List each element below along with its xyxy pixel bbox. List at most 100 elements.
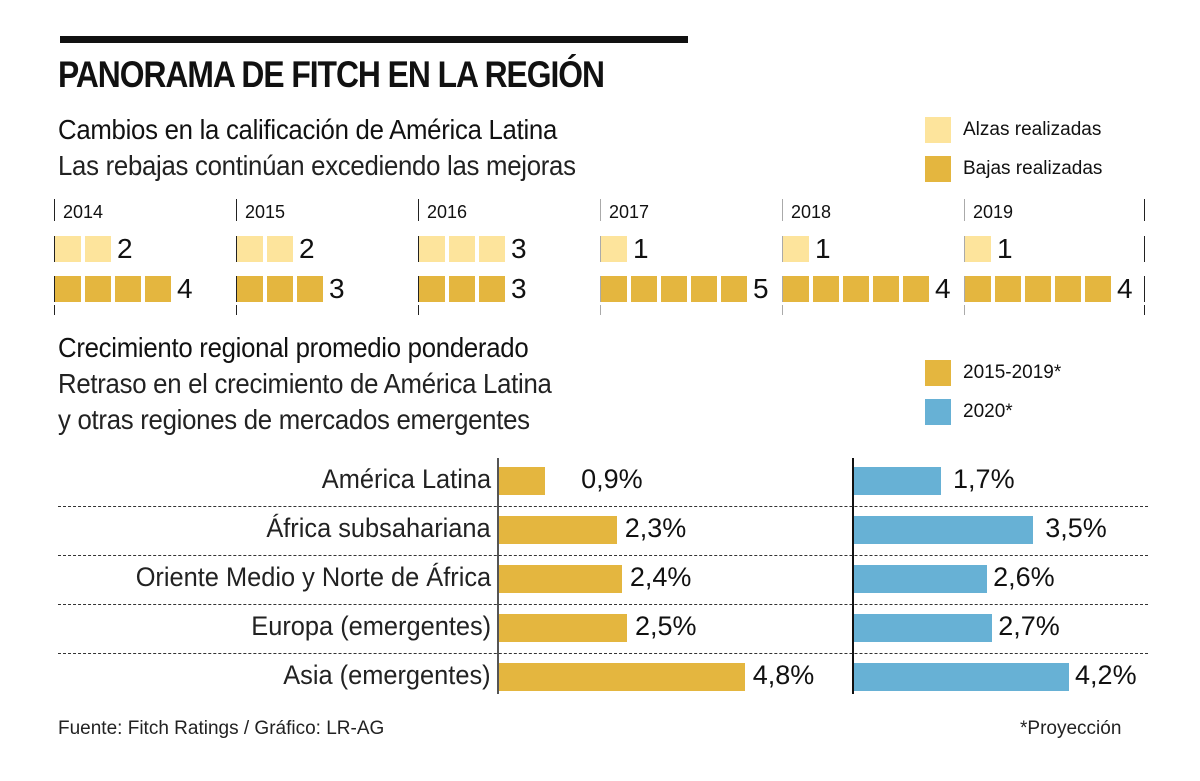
- waffle-chart: 2014 2 4 2015 2 3 2016 3 3 2017 1 5 2018 1 4 2019 1 4: [0, 0, 1200, 340]
- year-tick: [418, 276, 419, 302]
- year-tick: [782, 236, 783, 262]
- waffle-square-bajas: [115, 276, 141, 302]
- year-tick: [1144, 236, 1145, 262]
- legend-item-2020: 2020*: [925, 399, 1013, 425]
- projection-note: *Proyección: [1020, 718, 1122, 739]
- count-label-alzas: 1: [997, 233, 1013, 264]
- waffle-square-bajas: [1085, 276, 1111, 302]
- year-tick: [54, 236, 55, 262]
- row-separator: [58, 555, 1148, 556]
- year-tick: [54, 305, 55, 315]
- waffle-square-alzas: [965, 236, 991, 262]
- legend-label-2020: 2020*: [963, 401, 1013, 422]
- year-tick: [54, 276, 55, 302]
- year-label-2016: 2016: [427, 202, 468, 222]
- year-tick: [236, 305, 237, 315]
- bar-2015-2019: [499, 467, 546, 495]
- value-label-2015-2019: 2,3%: [624, 513, 687, 543]
- year-tick: [964, 236, 965, 262]
- waffle-square-bajas: [479, 276, 505, 302]
- legend-item-2015-2019: 2015-2019*: [925, 360, 1061, 386]
- legend-swatch-bajas: [925, 156, 951, 182]
- count-label-alzas: 2: [299, 233, 315, 264]
- bar-2020: [854, 516, 1034, 544]
- bar-2015-2019: [499, 663, 745, 691]
- row-separator: [58, 506, 1148, 507]
- waffle-square-bajas: [721, 276, 747, 302]
- page-title: PANORAMA DE FITCH EN LA REGIÓN: [58, 54, 605, 95]
- bar-2015-2019: [499, 516, 617, 544]
- bar-2020: [854, 565, 988, 593]
- value-label-2020: 3,5%: [1045, 513, 1107, 543]
- waffle-square-bajas: [237, 276, 263, 302]
- waffle-square-alzas: [479, 236, 505, 262]
- waffle-square-bajas: [873, 276, 899, 302]
- legend-item-bajas: Bajas realizadas: [925, 156, 1102, 182]
- waffle-square-alzas: [783, 236, 809, 262]
- value-label-2015-2019: 0,9%: [581, 464, 643, 494]
- year-tick: [1144, 199, 1145, 221]
- legend-swatch-2015-2019: [925, 360, 951, 386]
- waffle-square-alzas: [449, 236, 475, 262]
- waffle-square-bajas: [903, 276, 929, 302]
- year-label-2015: 2015: [245, 202, 286, 222]
- category-label: Europa (emergentes): [251, 611, 491, 641]
- count-label-bajas: 4: [935, 273, 951, 304]
- category-label: América Latina: [321, 464, 491, 494]
- row-separator: [58, 604, 1148, 605]
- legend-swatch-2020: [925, 399, 951, 425]
- waffle-square-bajas: [691, 276, 717, 302]
- year-tick: [236, 276, 237, 302]
- year-tick: [54, 199, 55, 221]
- waffle-square-alzas: [601, 236, 627, 262]
- legend-label-alzas: Alzas realizadas: [963, 119, 1102, 140]
- axis-2020: [852, 458, 854, 694]
- year-tick: [1144, 305, 1145, 315]
- count-label-bajas: 4: [1117, 273, 1133, 304]
- value-label-2015-2019: 2,5%: [635, 611, 697, 641]
- axis-2015-2019: [497, 458, 499, 694]
- year-label-2017: 2017: [609, 202, 650, 222]
- waffle-square-bajas: [297, 276, 323, 302]
- waffle-square-alzas: [237, 236, 263, 262]
- count-label-bajas: 3: [511, 273, 527, 304]
- year-tick: [236, 199, 237, 221]
- year-label-2014: 2014: [63, 202, 104, 222]
- section2-heading: Crecimiento regional promedio ponderado: [58, 332, 529, 363]
- value-label-2020: 4,2%: [1075, 660, 1137, 690]
- top-rule: [60, 36, 688, 43]
- bar-2015-2019: [499, 565, 622, 593]
- section2-subheading-line2: y otras regiones de mercados emergentes: [58, 404, 530, 435]
- count-label-alzas: 2: [117, 233, 133, 264]
- count-label-alzas: 1: [815, 233, 831, 264]
- year-tick: [418, 305, 419, 315]
- year-label-2018: 2018: [791, 202, 832, 222]
- waffle-square-bajas: [813, 276, 839, 302]
- legend-label-bajas: Bajas realizadas: [963, 158, 1103, 179]
- year-tick: [600, 305, 601, 315]
- year-tick: [600, 236, 601, 262]
- value-label-2020: 2,7%: [998, 611, 1060, 641]
- value-label-2015-2019: 2,4%: [629, 562, 692, 592]
- waffle-square-bajas: [661, 276, 687, 302]
- year-tick: [964, 199, 965, 221]
- bar-2020: [854, 663, 1070, 691]
- waffle-square-bajas: [995, 276, 1021, 302]
- source-note: Fuente: Fitch Ratings / Gráfico: LR-AG: [58, 718, 385, 739]
- value-label-2020: 2,6%: [993, 562, 1055, 592]
- waffle-square-bajas: [631, 276, 657, 302]
- waffle-square-alzas: [55, 236, 81, 262]
- year-tick: [782, 305, 783, 315]
- count-label-bajas: 3: [329, 273, 345, 304]
- waffle-square-alzas: [85, 236, 111, 262]
- waffle-square-bajas: [601, 276, 627, 302]
- legend-item-alzas: Alzas realizadas: [925, 117, 1101, 143]
- section2-subheading-line1: Retraso en el crecimiento de América Lat…: [58, 368, 552, 399]
- count-label-bajas: 4: [177, 273, 193, 304]
- category-label: África subsahariana: [266, 513, 491, 543]
- year-tick: [782, 199, 783, 221]
- count-label-alzas: 1: [633, 233, 649, 264]
- value-label-2015-2019: 4,8%: [752, 660, 815, 690]
- bar-2020: [854, 614, 993, 642]
